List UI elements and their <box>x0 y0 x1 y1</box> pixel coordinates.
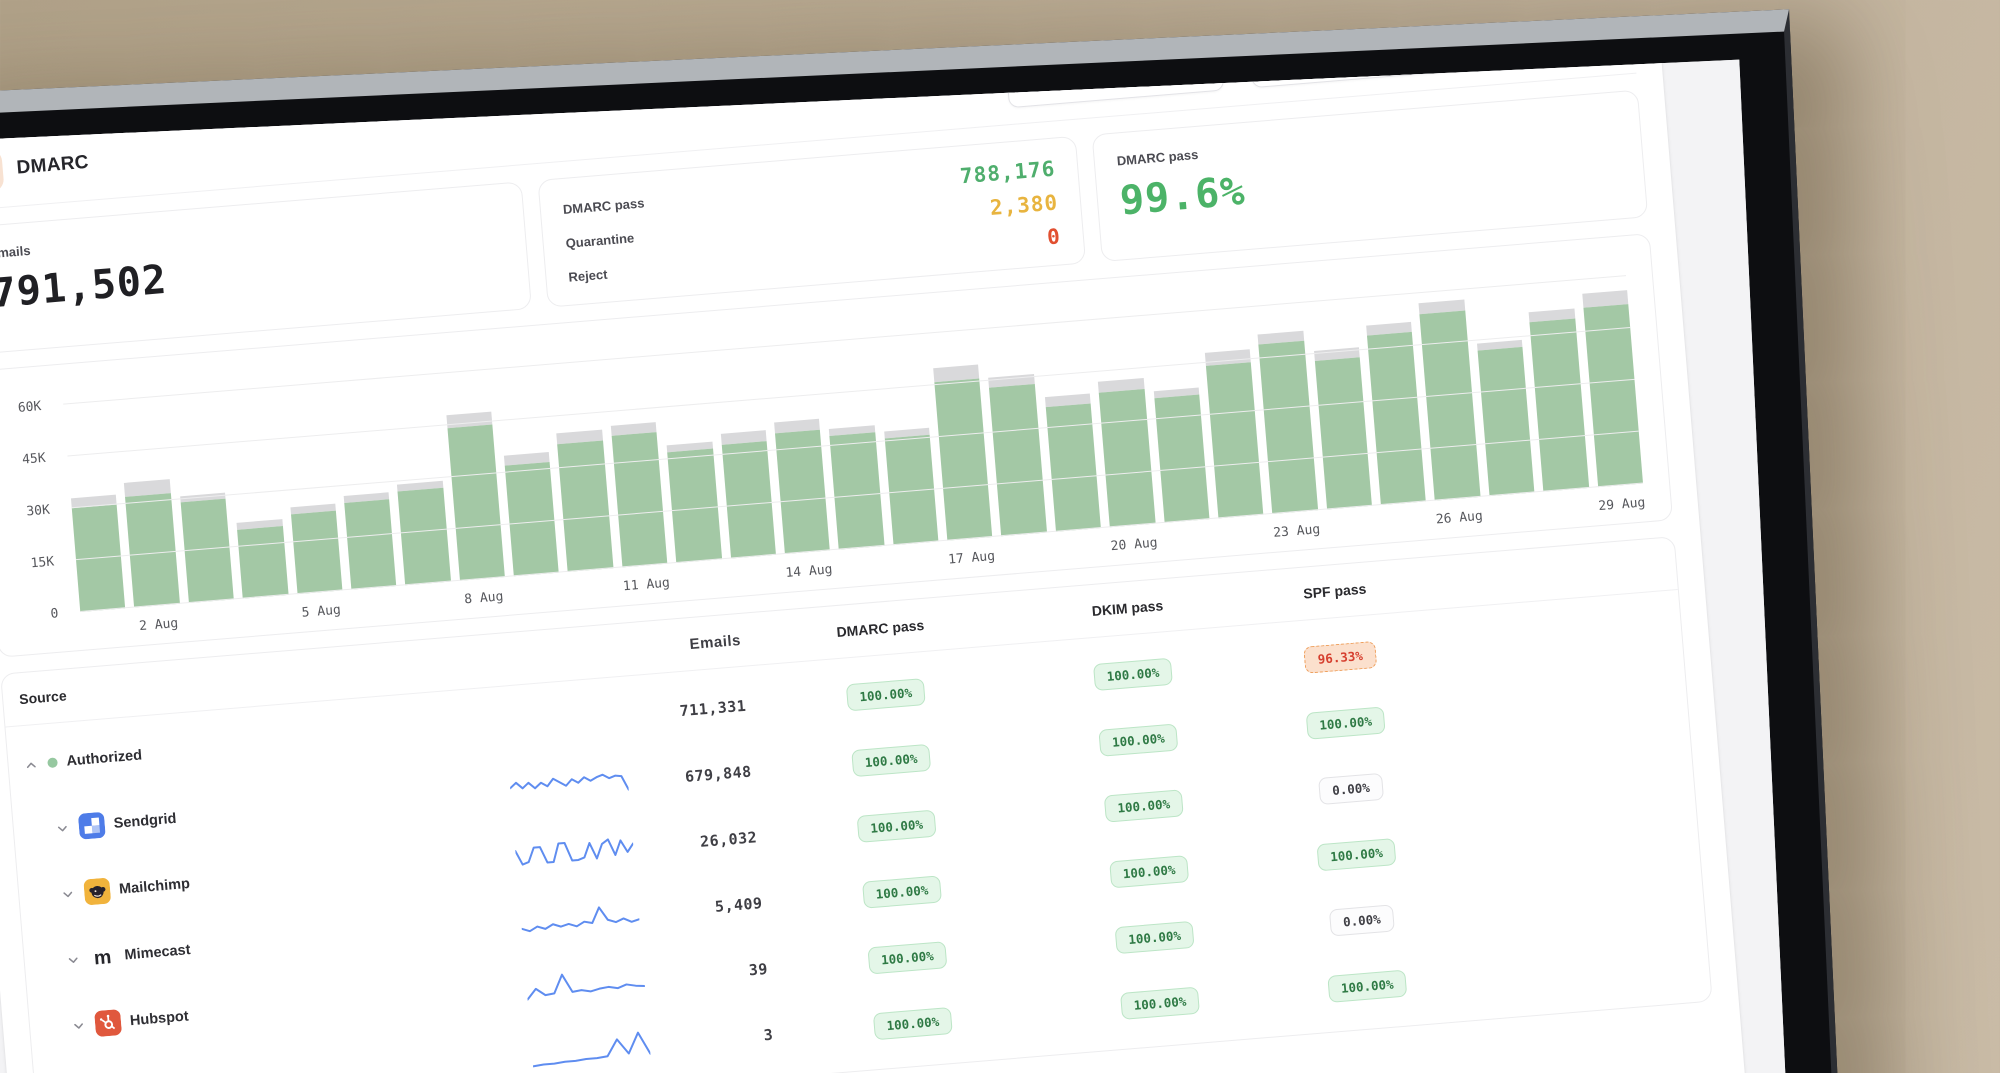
email-volume-sparkline <box>514 838 635 866</box>
chevron-down-icon[interactable] <box>61 887 76 901</box>
sources-table: Source Emails DMARC pass DKIM pass SPF p… <box>0 536 1713 1073</box>
email-volume-sparkline <box>509 773 630 791</box>
monitor-frame: DMARC 1 Aug 2025 - 29 Aug 2025 <box>0 9 1863 1073</box>
dmarc-panel: DMARC 1 Aug 2025 - 29 Aug 2025 <box>0 59 1763 1073</box>
date-range-label: 1 Aug 2025 - 29 Aug 2025 <box>1046 63 1209 92</box>
x-axis-label: 26 Aug <box>1435 508 1484 528</box>
chevron-down-icon[interactable] <box>72 1018 87 1032</box>
breakdown-value: 788,176 <box>959 156 1057 189</box>
dmarc-pass-badge: 100.00% <box>856 809 937 843</box>
spf-pass-badge: 96.33% <box>1303 640 1377 674</box>
sendgrid-icon <box>78 812 106 840</box>
email-volume-sparkline <box>520 906 641 933</box>
dkim-pass-badge: 100.00% <box>1108 854 1190 888</box>
screen: DMARC 1 Aug 2025 - 29 Aug 2025 <box>0 59 1811 1073</box>
dkim-pass-badge: 100.00% <box>1098 723 1179 757</box>
breakdown-value: 0 <box>1046 224 1062 250</box>
chevron-down-icon[interactable] <box>55 821 70 835</box>
x-axis-label: 5 Aug <box>301 602 342 621</box>
spf-pass-badge: 0.00% <box>1318 772 1384 805</box>
table-row[interactable]: Sendgrid 679,848 100.00% 100.00% 100.00% <box>11 662 1689 865</box>
calendar-icon <box>1022 75 1040 95</box>
x-axis-label: 17 Aug <box>947 548 996 568</box>
hubspot-icon <box>94 1009 122 1037</box>
email-volume-sparkline <box>526 973 646 1001</box>
source-name: Authorized <box>65 747 143 770</box>
column-header-spf-pass: SPF pass <box>1302 580 1367 602</box>
dashboard: DMARC 1 Aug 2025 - 29 Aug 2025 <box>0 59 1811 1073</box>
dmarc-shield-chip <box>0 148 5 195</box>
spf-pass-badge: 100.00% <box>1305 705 1386 740</box>
dkim-pass-badge: 100.00% <box>1092 657 1174 691</box>
y-axis-label: 30K <box>25 502 51 520</box>
column-header-dkim-pass: DKIM pass <box>1091 597 1164 620</box>
emails-count: 3 <box>763 1025 774 1045</box>
dmarc-pass-badge: 100.00% <box>850 743 932 777</box>
source-name: Mailchimp <box>118 875 191 898</box>
y-axis-label: 45K <box>21 450 47 468</box>
source-name: Mimecast <box>123 942 192 964</box>
breakdown-label: DMARC pass <box>562 194 645 217</box>
y-axis-label: 0 <box>49 606 59 622</box>
table-row[interactable]: Authorized 711,331 100.00% 100.00% 96.33% <box>6 596 1684 799</box>
x-axis-label: 8 Aug <box>463 589 504 608</box>
source-name: Sendgrid <box>113 810 178 832</box>
x-axis-label: 20 Aug <box>1110 535 1159 555</box>
x-axis-label: 23 Aug <box>1272 522 1321 541</box>
y-axis-label: 15K <box>30 554 55 572</box>
mimecast-icon: m <box>89 943 117 971</box>
emails-count: 5,409 <box>714 894 764 916</box>
chevron-down-icon[interactable] <box>66 953 81 967</box>
emails-count: 39 <box>748 959 769 980</box>
authorized-dot-icon <box>47 757 58 769</box>
breakdown-label: Quarantine <box>565 229 635 251</box>
breakdown-value: 2,380 <box>989 190 1060 221</box>
x-axis-label: 14 Aug <box>784 562 834 581</box>
x-axis-label: 2 Aug <box>138 615 179 635</box>
pass-rate-card: DMARC pass 99.6% <box>1091 89 1649 263</box>
svg-text:m: m <box>93 946 112 969</box>
x-axis-label: 11 Aug <box>622 575 671 595</box>
date-range-picker[interactable]: 1 Aug 2025 - 29 Aug 2025 <box>1005 59 1225 109</box>
spf-pass-badge: 0.00% <box>1329 903 1395 937</box>
emails-count: 679,848 <box>684 762 753 786</box>
table-row[interactable]: m Mimecast 5,409 100.00% 100.00% 100.00% <box>22 793 1700 996</box>
table-row[interactable]: Hubspot 39 100.00% 100.00% 0.00% <box>28 859 1706 1062</box>
dmarc-pass-badge: 100.00% <box>845 677 927 711</box>
emails-card: Emails 791,502 <box>0 181 532 355</box>
dkim-pass-badge: 100.00% <box>1103 788 1185 823</box>
domain-select-value: All domains <box>1264 59 1343 74</box>
dmarc-pass-badge: 100.00% <box>867 940 948 975</box>
chevron-up-icon[interactable] <box>24 757 39 771</box>
dmarc-pass-badge: 100.00% <box>872 1006 954 1040</box>
dmarc-pass-badge: 100.00% <box>861 874 943 909</box>
table-row[interactable]: Mailchimp 26,032 100.00% 100.00% 0.00% <box>17 728 1695 931</box>
chart-y-axis: 0 15K 30K 45K 60K <box>0 399 66 622</box>
email-volume-sparkline <box>532 1031 651 1068</box>
spf-pass-badge: 100.00% <box>1316 837 1397 871</box>
column-header-emails: Emails <box>688 631 742 653</box>
breakdown-label: Reject <box>567 266 608 285</box>
table-row[interactable]: 3 100.00% 100.00% 100.00% <box>33 925 1711 1073</box>
column-header-dmarc-pass: DMARC pass <box>835 616 925 641</box>
page-title: DMARC <box>15 151 90 179</box>
dkim-pass-badge: 100.00% <box>1119 986 1201 1020</box>
add-domain-button[interactable]: + Add domain <box>1502 59 1633 67</box>
chevron-updown-icon <box>1446 60 1462 61</box>
domain-select[interactable]: All domains <box>1248 59 1478 89</box>
source-name: Hubspot <box>129 1008 190 1030</box>
emails-count: 711,331 <box>678 696 747 721</box>
x-axis-label: 29 Aug <box>1597 495 1646 515</box>
mailchimp-icon <box>83 877 111 905</box>
emails-count: 26,032 <box>699 828 758 851</box>
breakdown-card: DMARC pass 788,176 Quarantine 2,380 Reject… <box>537 135 1087 308</box>
dkim-pass-badge: 100.00% <box>1114 920 1195 954</box>
y-axis-label: 60K <box>17 398 42 416</box>
spf-pass-badge: 100.00% <box>1326 969 1408 1003</box>
